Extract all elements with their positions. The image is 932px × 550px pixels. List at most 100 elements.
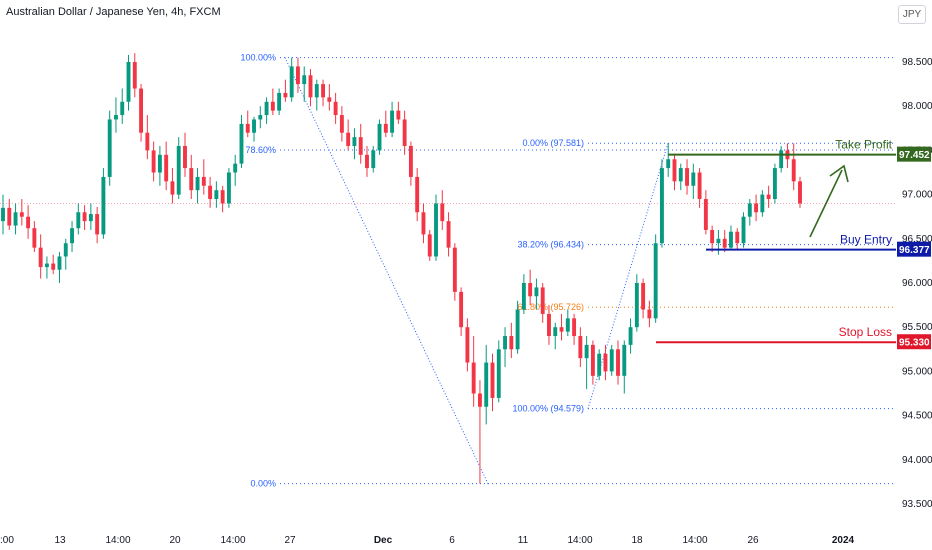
candle bbox=[157, 145, 162, 186]
candle bbox=[528, 269, 533, 306]
fib-level-label: 100.00% (94.579) bbox=[512, 404, 584, 414]
candle bbox=[477, 380, 482, 484]
candle bbox=[107, 110, 112, 186]
candle bbox=[572, 313, 577, 345]
y-tick-label: 95.000 bbox=[902, 366, 932, 377]
candle bbox=[785, 143, 790, 169]
candle bbox=[509, 322, 514, 359]
candle bbox=[496, 340, 501, 403]
candle bbox=[666, 143, 671, 177]
candle bbox=[427, 229, 432, 261]
candle bbox=[553, 322, 558, 350]
x-tick-label: Dec bbox=[374, 535, 393, 546]
candle bbox=[597, 349, 602, 381]
candle bbox=[377, 119, 382, 155]
candle bbox=[383, 110, 388, 138]
candle bbox=[44, 256, 49, 279]
candle bbox=[126, 54, 131, 111]
candle bbox=[233, 154, 238, 186]
candle bbox=[289, 57, 294, 102]
candle bbox=[283, 79, 288, 102]
x-tick-label: 26 bbox=[747, 535, 759, 546]
y-tick-label: 94.500 bbox=[902, 411, 932, 422]
price-tag bbox=[897, 241, 931, 257]
fib-level-label: 78.60% bbox=[245, 145, 276, 155]
candle bbox=[691, 163, 696, 200]
candle bbox=[603, 344, 608, 381]
candle bbox=[371, 145, 376, 173]
x-tick-label: 20 bbox=[169, 535, 181, 546]
candle bbox=[729, 225, 733, 250]
candle bbox=[189, 154, 194, 200]
candle bbox=[459, 287, 464, 337]
candle bbox=[616, 340, 620, 385]
candle bbox=[201, 159, 206, 195]
price-tag bbox=[897, 334, 931, 350]
y-tick-label: 96.000 bbox=[902, 278, 932, 289]
candle bbox=[101, 168, 106, 239]
x-tick-label: 14:00 bbox=[220, 535, 245, 546]
candle bbox=[659, 159, 664, 248]
candle bbox=[716, 229, 721, 255]
candle bbox=[195, 168, 200, 204]
candle bbox=[145, 115, 150, 160]
candle bbox=[590, 340, 595, 385]
candle bbox=[365, 145, 369, 177]
candle bbox=[390, 101, 395, 138]
candle bbox=[703, 190, 708, 235]
candle bbox=[321, 79, 326, 107]
candle bbox=[258, 106, 263, 129]
x-tick-label: :00 bbox=[0, 535, 14, 546]
candle bbox=[170, 168, 175, 204]
y-tick-label: 97.000 bbox=[902, 190, 932, 201]
candle bbox=[760, 190, 765, 217]
candle bbox=[766, 185, 771, 208]
y-tick-label: 98.000 bbox=[902, 101, 932, 112]
candle bbox=[114, 97, 118, 133]
candle bbox=[622, 340, 627, 394]
price-tag-label: 97.452 bbox=[899, 150, 930, 161]
x-tick-label: 18 bbox=[631, 535, 643, 546]
candle bbox=[503, 327, 507, 367]
candle bbox=[176, 137, 181, 200]
candle bbox=[296, 57, 300, 93]
candle bbox=[609, 344, 614, 376]
currency-button[interactable]: JPY bbox=[898, 5, 926, 24]
candle bbox=[76, 203, 81, 235]
x-tick-label: 27 bbox=[284, 535, 296, 546]
candle bbox=[26, 205, 31, 239]
candle bbox=[515, 300, 520, 354]
candle bbox=[559, 313, 564, 341]
fib-level-label: 61.80% (95.726) bbox=[517, 302, 584, 312]
candle bbox=[327, 84, 332, 111]
candle bbox=[132, 53, 137, 98]
price-tag bbox=[897, 146, 931, 162]
candle bbox=[471, 336, 476, 407]
x-tick-label: 11 bbox=[518, 535, 529, 546]
fib-level-label: 100.00% bbox=[240, 53, 276, 63]
candle bbox=[270, 88, 275, 116]
candle bbox=[434, 194, 438, 261]
candle bbox=[484, 344, 489, 425]
arrowhead-icon bbox=[829, 164, 849, 183]
candle bbox=[735, 228, 740, 250]
candle bbox=[440, 190, 445, 230]
y-tick-label: 95.500 bbox=[902, 322, 932, 333]
x-tick-label: 14:00 bbox=[567, 535, 592, 546]
chart-title: Australian Dollar / Japanese Yen, 4h, FX… bbox=[6, 6, 221, 18]
candle bbox=[584, 336, 589, 390]
candle bbox=[672, 154, 677, 191]
candle bbox=[139, 84, 144, 142]
candle bbox=[540, 283, 545, 323]
fib-level-label: 38.20% (96.434) bbox=[517, 240, 584, 250]
price-tag-label: 95.330 bbox=[899, 338, 930, 349]
fib-level-label: 0.00% bbox=[250, 479, 276, 489]
candle bbox=[226, 168, 231, 208]
x-tick-label: 13 bbox=[54, 535, 66, 546]
candle bbox=[747, 199, 752, 226]
candle bbox=[314, 79, 319, 111]
candle bbox=[452, 243, 457, 301]
candle bbox=[19, 199, 24, 226]
x-tick-label: 6 bbox=[449, 535, 455, 546]
